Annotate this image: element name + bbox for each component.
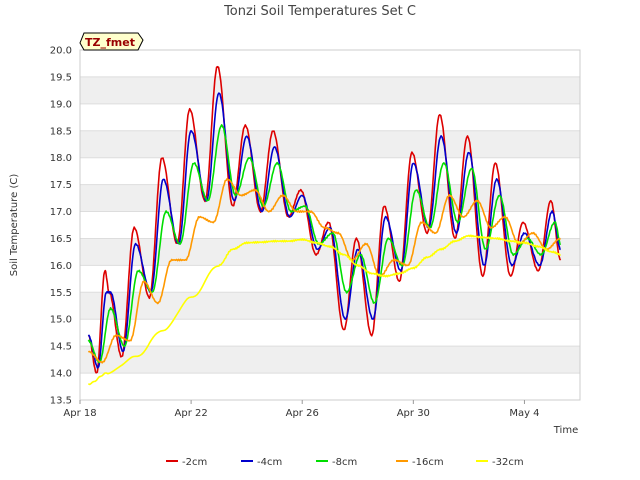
x-tick-label: Apr 22 xyxy=(175,408,208,419)
y-tick-label: 13.5 xyxy=(50,396,72,407)
legend-label: -32cm xyxy=(492,457,524,468)
y-tick-label: 14.0 xyxy=(50,369,72,380)
background-bands xyxy=(80,76,580,374)
series-line-neg8cm xyxy=(87,124,562,364)
band-1 xyxy=(80,292,580,320)
legend-label: -4cm xyxy=(257,457,282,468)
series-line-neg2cm xyxy=(88,65,562,374)
x-axis-ticks: Apr 18 Apr 22 Apr 26 Apr 30 May 4 xyxy=(63,400,540,419)
legend-label: -8cm xyxy=(332,457,357,468)
y-tick-label: 15.5 xyxy=(50,288,72,299)
y-tick-label: 16.0 xyxy=(50,261,72,272)
x-tick-label: Apr 30 xyxy=(397,408,430,419)
series-layer xyxy=(87,65,562,386)
legend-label: -16cm xyxy=(412,457,444,468)
y-tick-label: 18.5 xyxy=(50,126,72,137)
band-4 xyxy=(80,130,580,158)
y-tick-label: 14.5 xyxy=(50,342,72,353)
band-2 xyxy=(80,238,580,266)
x-tick-label: May 4 xyxy=(509,408,539,419)
annotation-box: TZ_fmet xyxy=(79,32,144,51)
x-tick-label: Apr 18 xyxy=(63,408,96,419)
y-axis-ticks: 13.5 14.0 14.5 15.0 15.5 16.0 16.5 17.0 17.5 18.0… xyxy=(50,46,72,407)
y-tick-label: 20.0 xyxy=(50,46,72,57)
legend-item: -32cm xyxy=(476,457,524,468)
legend-item: -4cm xyxy=(241,457,282,468)
legend-item: -16cm xyxy=(396,457,444,468)
band-3 xyxy=(80,184,580,212)
y-tick-label: 15.0 xyxy=(50,315,72,326)
y-tick-label: 19.5 xyxy=(50,72,72,83)
y-tick-label: 17.0 xyxy=(50,207,72,218)
band-0 xyxy=(80,346,580,374)
y-tick-label: 17.5 xyxy=(50,180,72,191)
y-tick-label: 18.0 xyxy=(50,153,72,164)
legend: -2cm -4cm -8cm -16cm -32cm xyxy=(166,457,524,468)
y-axis-label: Soil Temperature (C) xyxy=(9,174,20,277)
x-axis-label: Time xyxy=(553,425,578,436)
band-5 xyxy=(80,76,580,104)
x-tick-label: Apr 26 xyxy=(286,408,319,419)
annotation-label: TZ_fmet xyxy=(85,36,135,49)
series-line-neg32cm xyxy=(88,234,561,386)
y-tick-label: 19.0 xyxy=(50,99,72,110)
plot-frame xyxy=(79,49,581,401)
legend-item: -2cm xyxy=(166,457,207,468)
legend-item: -8cm xyxy=(316,457,357,468)
series-line-neg16cm xyxy=(88,177,561,364)
legend-label: -2cm xyxy=(182,457,207,468)
y-tick-label: 16.5 xyxy=(50,234,72,245)
annotation-box-shape xyxy=(79,32,144,51)
chart-title: Tonzi Soil Temperatures Set C xyxy=(223,4,416,19)
